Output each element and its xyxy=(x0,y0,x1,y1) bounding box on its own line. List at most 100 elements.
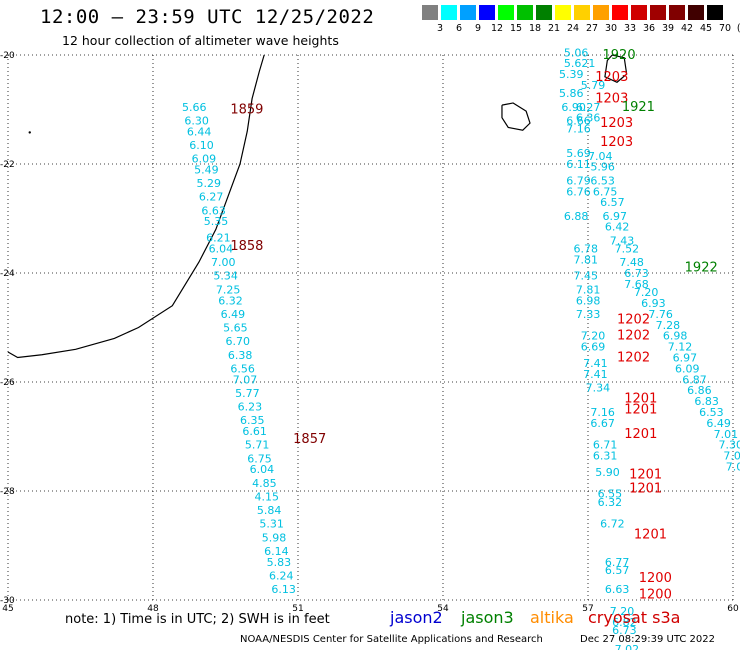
wave-height-label: 7.16 xyxy=(590,406,615,419)
reunion-coastline xyxy=(501,102,531,131)
wave-height-label: 7.45 xyxy=(574,270,599,283)
wave-height-label: 5.29 xyxy=(197,177,222,190)
lon-tick-label: 48 xyxy=(147,604,159,614)
wave-height-label: 6.79 xyxy=(566,174,591,187)
lat-tick-label: -22 xyxy=(0,160,15,170)
footnote: note: 1) Time is in UTC; 2) SWH is in fe… xyxy=(65,612,330,627)
pass-time-label: 1202 xyxy=(617,329,650,344)
wave-height-label: 6.75 xyxy=(593,185,618,198)
wave-height-label: 7.52 xyxy=(615,242,640,255)
pass-time-label: 1859 xyxy=(230,103,263,118)
wave-height-label: 5.31 xyxy=(259,518,284,531)
wave-height-label: 7.43 xyxy=(610,234,635,247)
wave-height-label: 7.12 xyxy=(668,341,693,354)
wave-height-label: 7.68 xyxy=(624,278,649,291)
wave-height-label: 6.63 xyxy=(605,583,630,596)
wave-height-label: 5.66 xyxy=(182,101,207,114)
lon-tick-label: 57 xyxy=(582,604,593,614)
lat-tick-label: -24 xyxy=(0,269,15,279)
wave-height-label: 6.31 xyxy=(593,450,618,463)
pass-time-label: 1203 xyxy=(600,135,633,150)
colorbar-label: 18 xyxy=(528,23,542,34)
colorbar-label: 12 xyxy=(490,23,504,34)
lon-tick-label: 51 xyxy=(292,604,303,614)
wave-height-label: 6.77 xyxy=(605,556,630,569)
colorbar-swatch xyxy=(479,5,495,20)
colorbar-swatch xyxy=(498,5,514,20)
axis-tick-labels: 45 48 51 54 57 60 -20 -22 -24 -26 -28 -30 xyxy=(0,51,739,614)
wave-height-label: 7.28 xyxy=(656,319,681,332)
colorbar-label: 42 xyxy=(680,23,694,34)
wave-height-label: 5.06 xyxy=(564,46,589,59)
wave-height-label: 6.53 xyxy=(590,174,615,187)
colorbar-swatch xyxy=(631,5,647,20)
map-title: 12:00 – 23:59 UTC 12/25/2022 xyxy=(40,6,375,28)
legend-altika: altika xyxy=(530,608,574,627)
wave-height-label: 7.16 xyxy=(566,123,591,136)
wave-height-label: 5.98 xyxy=(262,531,287,544)
colorbar-swatch xyxy=(593,5,609,20)
colorbar-swatch xyxy=(460,5,476,20)
wave-height-label: 5.39 xyxy=(559,68,584,81)
wave-height-label: 7.25 xyxy=(216,283,241,296)
wave-height-label: 6.24 xyxy=(269,569,294,582)
wave-height-label: 6.57 xyxy=(605,564,630,577)
wave-height-label: 6.97 xyxy=(603,210,628,223)
wave-height-label: 6.78 xyxy=(574,242,599,255)
wave-height-label: 7.00 xyxy=(211,256,236,269)
colorbar-swatch xyxy=(574,5,590,20)
colorbar-label: 27 xyxy=(585,23,599,34)
wave-height-label: 6.10 xyxy=(189,139,214,152)
legend-jason2: jason2 xyxy=(390,608,443,627)
lat-tick-label: -26 xyxy=(0,378,15,388)
colorbar-label: 9 xyxy=(474,23,482,34)
wave-height-label: 5.69 xyxy=(566,147,591,160)
pass-time-label: 1201 xyxy=(624,427,657,442)
wave-height-label: 7.81 xyxy=(574,253,599,266)
pass-time-labels: 1859185818571920120312031921120312031922… xyxy=(230,48,717,603)
pass-time-label: 1857 xyxy=(293,432,326,447)
wave-height-label: 7.20 xyxy=(634,286,659,299)
colorbar-label: 39 xyxy=(661,23,675,34)
colorbar-swatch xyxy=(650,5,666,20)
wave-height-label: 6.69 xyxy=(581,341,606,354)
wave-height-label: 6.86 xyxy=(687,384,712,397)
colorbar-swatch xyxy=(688,5,704,20)
wave-height-label: 6.75 xyxy=(247,452,272,465)
wave-height-label: 5.71 xyxy=(245,439,269,452)
pass-time-label: 1203 xyxy=(595,92,628,107)
colorbar-label: 3 xyxy=(436,23,444,34)
colorbar-swatch xyxy=(517,5,533,20)
pass-time-label: 1200 xyxy=(639,571,672,586)
wave-height-label: 6.11 xyxy=(566,158,591,171)
wave-height-label: 6.27 xyxy=(199,191,224,204)
wave-height-label: 5.35 xyxy=(204,215,229,228)
wave-height-label: 6.90 xyxy=(561,101,586,114)
pass-time-label: 1201 xyxy=(624,402,657,417)
wave-height-label: 7.04 xyxy=(588,150,613,163)
colorbar-swatch xyxy=(536,5,552,20)
wave-height-label: 7.30 xyxy=(719,439,740,452)
wave-height-label: 7.07 xyxy=(233,373,258,386)
wave-height-label: 6.13 xyxy=(271,583,296,596)
colorbar-label: 70 xyxy=(718,23,732,34)
pass-time-label: 1201 xyxy=(634,528,667,543)
wave-height-label: 6.55 xyxy=(598,488,623,501)
wave-height-label: 6.53 xyxy=(699,406,724,419)
wave-height-label: 6.66 xyxy=(566,114,591,127)
wave-height-label: 7.20 xyxy=(581,330,606,343)
wave-height-label: 6.63 xyxy=(201,204,226,217)
wave-height-label: 6.83 xyxy=(694,395,719,408)
wave-height-label: 6.57 xyxy=(600,196,625,209)
wave-height-label: 7.41 xyxy=(583,368,608,381)
madagascar-coastline xyxy=(7,54,265,359)
wave-height-label: 6.04 xyxy=(209,242,234,255)
colorbar-label: 30 xyxy=(604,23,618,34)
wave-height-label: 5.77 xyxy=(235,387,260,400)
wave-height-label: 6.27 xyxy=(576,101,601,114)
generated-timestamp: Dec 27 08:29:39 UTC 2022 xyxy=(580,634,715,645)
wave-height-label: 6.09 xyxy=(675,362,700,375)
colorbar-label: 15 xyxy=(509,23,523,34)
colorbar-swatch xyxy=(441,5,457,20)
colorbar-swatch xyxy=(555,5,571,20)
